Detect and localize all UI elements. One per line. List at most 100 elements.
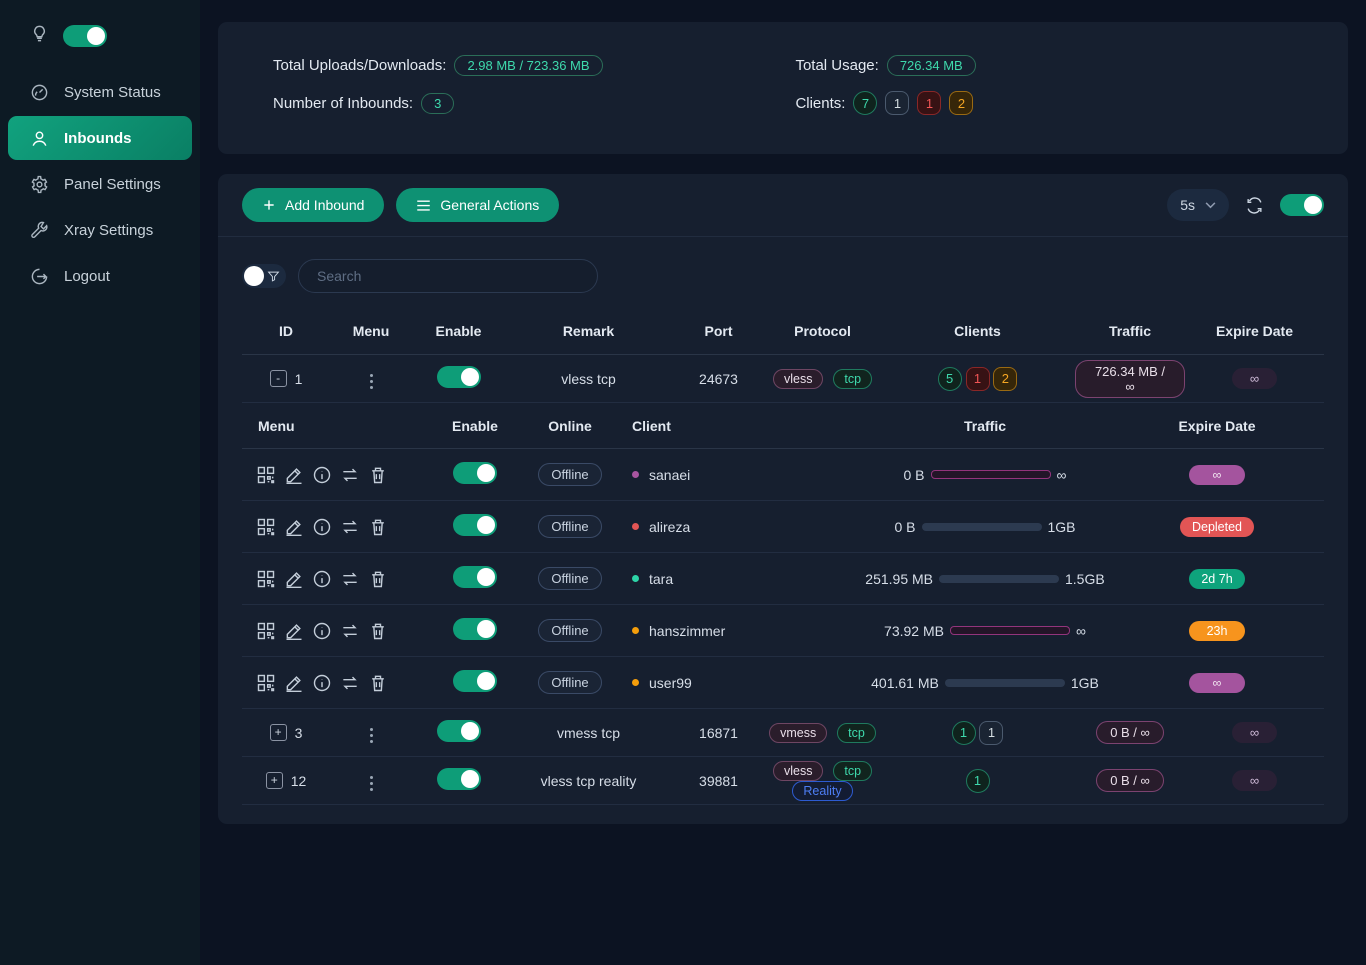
add-inbound-button[interactable]: Add Inbound [242,188,385,222]
expire-badge: ∞ [1189,672,1245,693]
expire-badge: Depleted [1179,516,1255,537]
filter-toggle[interactable] [242,264,286,288]
info-icon[interactable] [312,621,332,641]
traffic-pill: 726.34 MB / ∞ [1075,359,1185,398]
protocol-tag: tcp [837,722,876,743]
stat-label: Total Usage: [795,56,879,74]
online-status-pill: Offline [538,619,602,642]
col-port: Port [704,322,733,339]
delete-icon[interactable] [368,465,388,485]
stat-clients: Clients: 7 1 1 2 [795,84,1293,122]
reset-traffic-icon[interactable] [340,673,360,693]
inbound-row-12: + 12 vless tcp reality 39881 vless tcp R… [242,757,1324,805]
client-enable-toggle[interactable] [453,462,497,484]
reset-traffic-icon[interactable] [340,465,360,485]
online-status-pill: Offline [538,671,602,694]
delete-icon[interactable] [368,621,388,641]
col-traffic: Traffic [1108,322,1151,339]
sidebar-item-system-status[interactable]: System Status [0,70,200,114]
client-dot [632,679,639,686]
toolbar: Add Inbound General Actions 5s [218,174,1348,237]
edit-icon[interactable] [284,673,304,693]
client-count-badge: 1 [951,720,976,745]
expand-row-button[interactable]: + [265,772,283,789]
qr-code-icon[interactable] [256,517,276,537]
delete-icon[interactable] [368,569,388,589]
stat-number-inbounds: Number of Inbounds: 3 [273,84,795,122]
expire-badge: 2d 7h [1189,568,1245,589]
traffic-used: 0 B [903,466,925,483]
collapse-row-button[interactable]: - [269,370,287,387]
expire-pill: ∞ [1231,770,1278,791]
inbound-enable-toggle[interactable] [436,720,481,742]
col-clients: Clients [954,322,1001,339]
refresh-icon[interactable] [1245,196,1264,215]
sidebar-item-label: System Status [64,83,161,101]
sidebar-item-xray-settings[interactable]: Xray Settings [0,208,200,252]
table-header: ID Menu Enable Remark Port Protocol Clie… [242,307,1324,355]
bulb-icon [30,24,49,48]
inbound-remark: vless tcp [561,370,616,387]
col-remark: Remark [562,322,615,339]
qr-code-icon[interactable] [256,621,276,641]
info-icon[interactable] [312,517,332,537]
auto-refresh-toggle[interactable] [1280,194,1324,216]
qr-code-icon[interactable] [256,569,276,589]
inbound-enable-toggle[interactable] [436,366,481,388]
client-dot [632,523,639,530]
sidebar-item-panel-settings[interactable]: Panel Settings [0,162,200,206]
stat-label: Number of Inbounds: [273,94,414,112]
inbound-enable-toggle[interactable] [436,768,481,790]
client-row: Offline hanszimmer 73.92 MB ∞ 23h [242,605,1324,657]
delete-icon[interactable] [368,673,388,693]
edit-icon[interactable] [284,465,304,485]
row-menu-kebab-icon[interactable] [366,724,377,747]
search-row [218,237,1348,299]
edit-icon[interactable] [284,569,304,589]
client-name: tara [649,570,674,587]
inbound-id: 12 [290,772,307,789]
client-count-badge: 1 [917,91,942,115]
theme-toggle[interactable] [63,25,107,47]
inbound-remark: vless tcp reality [540,772,637,789]
client-name: hanszimmer [649,622,726,639]
reset-traffic-icon[interactable] [340,621,360,641]
client-row: Offline alireza 0 B 1GB Depleted [242,501,1324,553]
info-icon[interactable] [312,673,332,693]
info-icon[interactable] [312,569,332,589]
refresh-interval-select[interactable]: 5s [1167,189,1229,221]
row-menu-kebab-icon[interactable] [366,772,377,795]
search-input[interactable] [298,259,598,293]
sidebar-item-inbounds[interactable]: Inbounds [8,116,192,160]
client-enable-toggle[interactable] [453,618,497,640]
main-content: Total Uploads/Downloads: 2.98 MB / 723.3… [200,0,1366,965]
client-enable-toggle[interactable] [453,514,497,536]
qr-code-icon[interactable] [256,673,276,693]
edit-icon[interactable] [284,621,304,641]
delete-icon[interactable] [368,517,388,537]
stat-value-pill: 3 [421,92,455,114]
reset-traffic-icon[interactable] [340,517,360,537]
client-subtable: Menu Enable Online Client Traffic Expire… [242,403,1324,709]
qr-code-icon[interactable] [256,465,276,485]
expand-row-button[interactable]: + [269,724,287,741]
sidebar-item-label: Logout [64,267,110,285]
col-expire-date: Expire Date [1178,417,1256,434]
col-traffic: Traffic [963,417,1006,434]
client-enable-toggle[interactable] [453,670,497,692]
inbound-port: 24673 [699,370,738,387]
filter-funnel-icon [267,271,280,282]
row-menu-kebab-icon[interactable] [366,370,377,393]
col-online: Online [548,417,592,434]
sidebar-item-logout[interactable]: Logout [0,254,200,298]
info-icon[interactable] [312,465,332,485]
wrench-icon [31,221,48,238]
client-enable-toggle[interactable] [453,566,497,588]
online-status-pill: Offline [538,515,602,538]
general-actions-button[interactable]: General Actions [396,188,560,222]
edit-icon[interactable] [284,517,304,537]
sidebar-item-label: Panel Settings [64,175,161,193]
stat-total-usage: Total Usage: 726.34 MB [795,46,1293,84]
reset-traffic-icon[interactable] [340,569,360,589]
stat-value-pill: 726.34 MB [886,54,976,76]
